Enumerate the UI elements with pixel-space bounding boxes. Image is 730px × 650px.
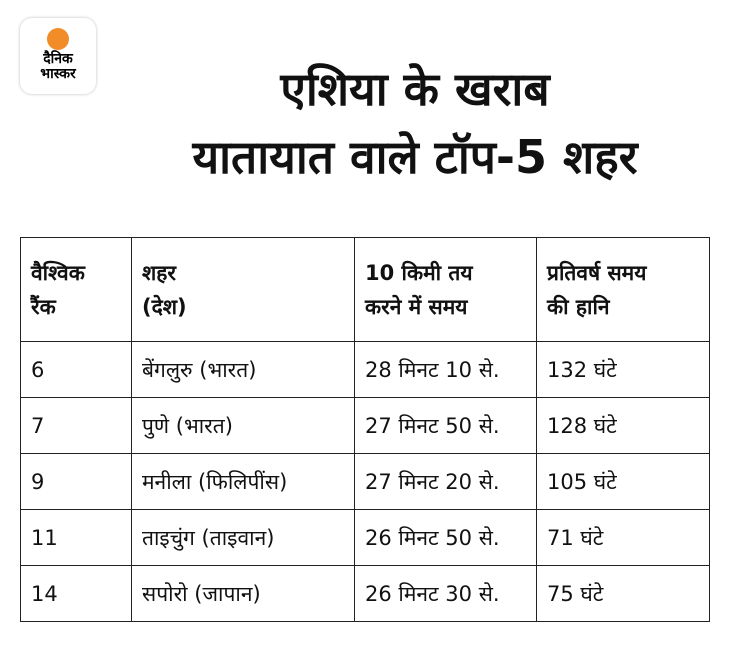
page-title: एशिया के खराब यातायात वाले टॉप-5 शहर xyxy=(100,55,730,191)
cell-city: सपोरो (जापान) xyxy=(131,565,355,622)
cell-rank: 9 xyxy=(20,453,132,510)
cell-city: ताइचुंग (ताइवान) xyxy=(131,509,355,566)
sun-icon xyxy=(47,28,69,50)
cell-annual-loss: 75 घंटे xyxy=(536,565,710,622)
dainik-bhaskar-logo: दैनिक भास्कर xyxy=(20,18,96,94)
header-line: शहर xyxy=(142,260,177,285)
traffic-table: वैश्विक रैंक शहर (देश) 10 किमी तय करने में सम… xyxy=(20,237,710,622)
header-city: शहर (देश) xyxy=(131,237,355,342)
cell-time-10km: 28 मिनट 10 से. xyxy=(354,341,537,398)
cell-annual-loss: 128 घंटे xyxy=(536,397,710,454)
cell-city: पुणे (भारत) xyxy=(131,397,355,454)
logo-line-2: भास्कर xyxy=(40,66,76,82)
table-row: 7 पुणे (भारत) 27 मिनट 50 से. 128 घंटे xyxy=(20,397,710,454)
cell-rank: 14 xyxy=(20,565,132,622)
logo-line-1: दैनिक xyxy=(43,51,73,67)
table-row: 9 मनीला (फिलिपींस) 27 मिनट 20 से. 105 घंटे xyxy=(20,453,710,510)
cell-city: मनीला (फिलिपींस) xyxy=(131,453,355,510)
header-rank: वैश्विक रैंक xyxy=(20,237,132,342)
cell-time-10km: 27 मिनट 50 से. xyxy=(354,397,537,454)
cell-rank: 11 xyxy=(20,509,132,566)
cell-annual-loss: 105 घंटे xyxy=(536,453,710,510)
header-line: की हानि xyxy=(547,294,610,319)
title-line-1: एशिया के खराब xyxy=(280,62,550,116)
cell-time-10km: 26 मिनट 30 से. xyxy=(354,565,537,622)
table-header-row: वैश्विक रैंक शहर (देश) 10 किमी तय करने में सम… xyxy=(20,237,710,342)
header-line: 10 किमी तय xyxy=(365,260,473,285)
cell-annual-loss: 132 घंटे xyxy=(536,341,710,398)
table-row: 6 बेंगलुरु (भारत) 28 मिनट 10 से. 132 घंटे xyxy=(20,341,710,398)
header-time-10km: 10 किमी तय करने में समय xyxy=(354,237,537,342)
header-line: रैंक xyxy=(31,294,56,319)
cell-time-10km: 27 मिनट 20 से. xyxy=(354,453,537,510)
cell-city: बेंगलुरु (भारत) xyxy=(131,341,355,398)
table-row: 14 सपोरो (जापान) 26 मिनट 30 से. 75 घंटे xyxy=(20,565,710,622)
header-line: प्रतिवर्ष समय xyxy=(547,260,647,285)
table-row: 11 ताइचुंग (ताइवान) 26 मिनट 50 से. 71 घंटे xyxy=(20,509,710,566)
cell-rank: 7 xyxy=(20,397,132,454)
header-line: करने में समय xyxy=(365,294,468,319)
header-annual-loss: प्रतिवर्ष समय की हानि xyxy=(536,237,710,342)
header-line: वैश्विक xyxy=(31,260,85,285)
title-line-2: यातायात वाले टॉप-5 शहर xyxy=(192,130,638,184)
cell-time-10km: 26 मिनट 50 से. xyxy=(354,509,537,566)
cell-annual-loss: 71 घंटे xyxy=(536,509,710,566)
cell-rank: 6 xyxy=(20,341,132,398)
header-line: (देश) xyxy=(142,294,187,319)
